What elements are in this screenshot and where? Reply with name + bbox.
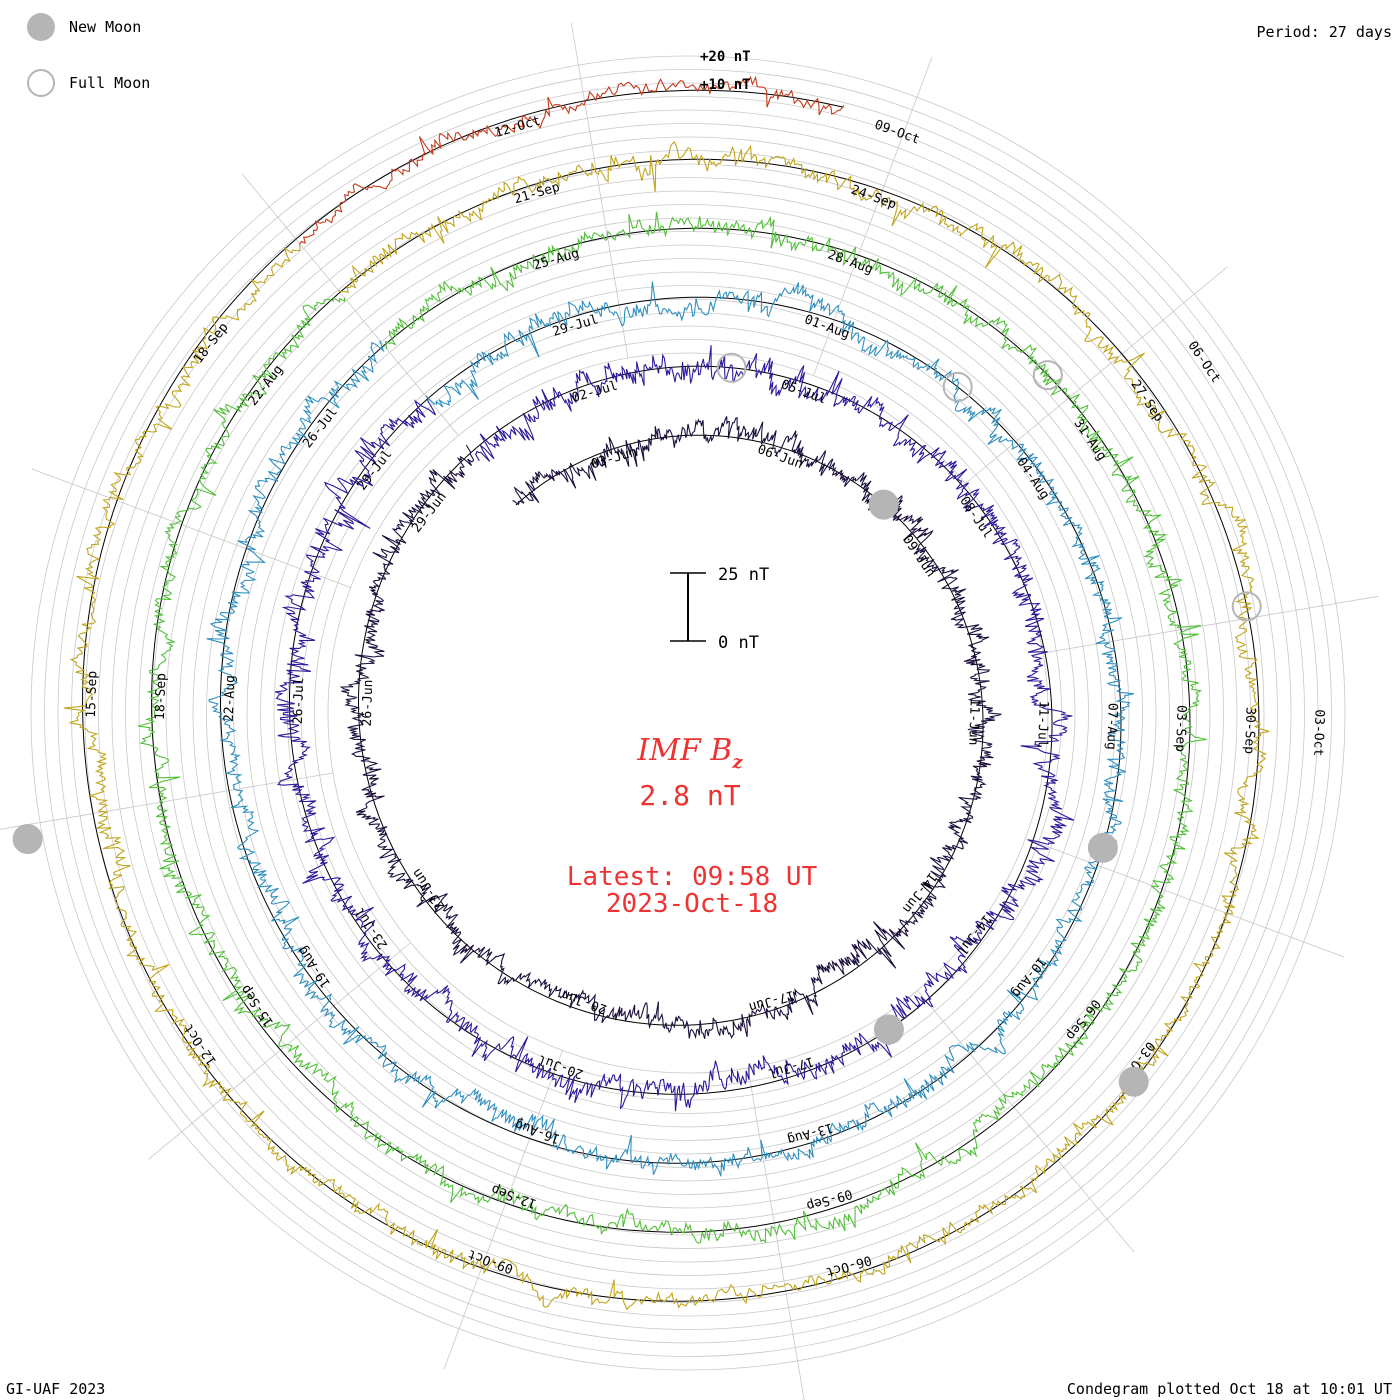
date-tick-label: 03-Oct [1310, 709, 1326, 756]
baseline-ring [219, 296, 1122, 1164]
grid-ring [71, 96, 1305, 1330]
date-tick-label: 30-Sep [1241, 707, 1257, 755]
latest-time: Latest: 09:58 UT [567, 862, 818, 892]
grid-spokes [0, 22, 1379, 1400]
grid-ring [179, 204, 1197, 1222]
date-tick-labels: 03-Jun 06-Jun09-Jun11-Jun14-Jun17-Jun20-J… [84, 113, 1327, 1279]
latest-date: 2023-Oct-18 [606, 889, 778, 919]
scale-bottom-label: 0 nT [718, 633, 759, 653]
scale-bar: 25 nT 0 nT [670, 565, 769, 653]
grid-ring [233, 258, 1143, 1168]
date-tick-label: 03-Sep [1172, 705, 1188, 753]
center-title: IMF Bz 2.8 nT Latest: 09:58 UT 2023-Oct-… [567, 733, 818, 919]
moon-markers [12, 352, 1262, 1097]
plotted-label: Condegram plotted Oct 18 at 10:01 UT [1066, 1380, 1392, 1398]
reference-label: +10 nT [700, 77, 751, 93]
grid-spoke [965, 266, 1228, 484]
grid-ring [44, 69, 1332, 1357]
date-tick-label: 18-Sep [153, 673, 169, 721]
full-moon-icon [27, 69, 55, 97]
legend-new-moon: New Moon [27, 13, 141, 41]
date-tick-label: 09-Oct [466, 1246, 515, 1276]
legend-new-moon-label: New Moon [69, 18, 142, 36]
baseline-ring [295, 89, 844, 240]
grid-ring [57, 82, 1319, 1344]
quantity-label: IMF B [636, 733, 732, 768]
full-moon-marker [1032, 360, 1063, 391]
series-trace-2023-Jun-01 [339, 416, 1002, 1040]
grid-ring [125, 150, 1251, 1276]
grid-ring [300, 325, 1076, 1101]
date-tick-label: 22-Aug [222, 675, 238, 722]
grid-ring [84, 109, 1292, 1317]
full-moon-marker [716, 352, 747, 383]
date-tick-label: 09-Jun [899, 533, 938, 580]
grid-spoke [813, 56, 933, 376]
baseline-ring [358, 434, 984, 1026]
date-tick-label: 11-Jul [1034, 700, 1050, 747]
date-tick-label: 26-Jul [291, 677, 307, 724]
baseline-ring [151, 227, 1191, 1233]
reference-labels: +20 nT +10 nT [700, 49, 751, 93]
series-trace-2023-Sep-17 [63, 141, 1270, 1311]
grid-spoke [443, 1050, 563, 1370]
full-moon-marker [1231, 591, 1262, 622]
grid-ring [165, 190, 1211, 1236]
legend-full-moon: Full Moon [27, 69, 150, 97]
grid-ring [273, 298, 1103, 1128]
new-moon-marker [868, 489, 899, 520]
grid-spoke [0, 772, 334, 830]
series-trace-2023-Oct-14 [299, 75, 845, 245]
grid-ring [327, 352, 1049, 1074]
grid-ring [111, 136, 1265, 1290]
grid-spoke [241, 173, 459, 436]
grid-spoke [148, 942, 411, 1160]
series-trace-2023-Aug-21 [137, 211, 1207, 1244]
grid-spoke [1025, 838, 1345, 958]
quantity-subscript: z [731, 752, 743, 773]
current-value: 2.8 nT [639, 779, 740, 812]
new-moon-marker [12, 824, 43, 854]
date-tick-label: 20-Jun [560, 986, 609, 1016]
grid-spoke [570, 22, 629, 359]
new-moon-marker [1087, 832, 1118, 863]
legend-full-moon-label: Full Moon [69, 74, 151, 92]
grid-ring [98, 123, 1278, 1303]
new-moon-marker [1118, 1066, 1149, 1097]
baseline-ring [289, 365, 1053, 1095]
grid-ring [152, 177, 1224, 1249]
series-trace-2023-Jul-25 [206, 281, 1134, 1177]
grid-ring [138, 163, 1238, 1263]
date-tick-label: 11-Jun [965, 698, 981, 745]
grid-ring [287, 312, 1089, 1114]
credit-label: GI-UAF 2023 [6, 1380, 106, 1398]
grid-ring [260, 285, 1116, 1141]
date-tick-label: 15-Sep [84, 670, 100, 718]
svg-text:IMF Bz: IMF Bz [636, 733, 743, 773]
grid-spoke [31, 468, 351, 588]
scale-top-label: 25 nT [718, 565, 769, 585]
new-moon-marker [873, 1014, 904, 1045]
grid-ring [314, 339, 1062, 1087]
grid-ring [206, 231, 1170, 1195]
grid-rings [30, 55, 1346, 1371]
date-tick-label: 08-Jul [956, 494, 995, 541]
full-moon-marker [942, 371, 973, 402]
grid-ring [30, 55, 1346, 1371]
period-label: Period: 27 days [1256, 23, 1392, 41]
date-tick-label: 09-Oct [872, 118, 921, 148]
grid-ring [246, 271, 1130, 1155]
series-trace-2023-Jun-28 [274, 345, 1075, 1112]
date-tick-label: 07-Aug [1103, 703, 1119, 750]
reference-label: +20 nT [700, 49, 751, 65]
grid-spoke [747, 1067, 805, 1400]
date-tick-label: 26-Jun [360, 679, 376, 726]
grid-spoke [917, 990, 1135, 1253]
new-moon-icon [27, 13, 55, 41]
series-traces [63, 75, 1270, 1311]
baseline-ring [82, 158, 1260, 1302]
